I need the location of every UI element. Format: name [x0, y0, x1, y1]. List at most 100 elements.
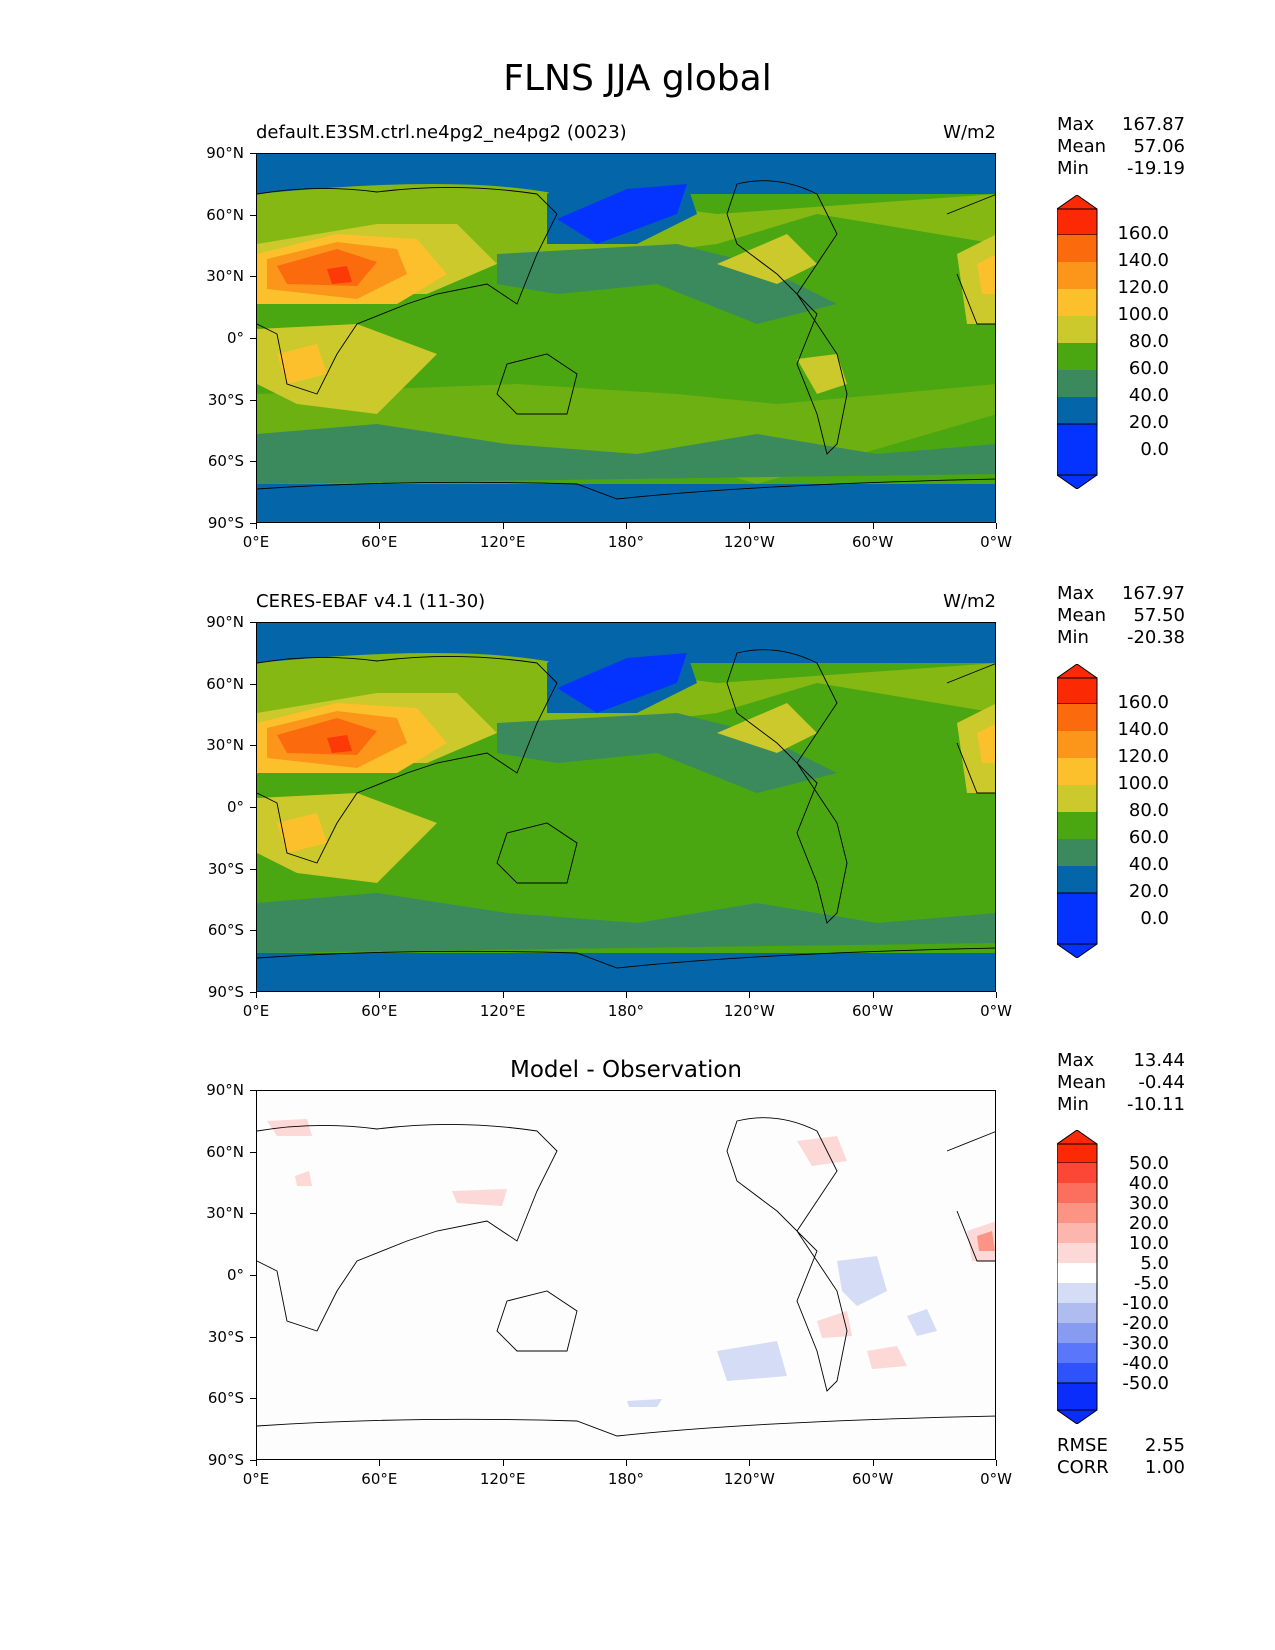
lon-tick-label: 180° — [607, 1470, 645, 1488]
lon-tick — [379, 523, 381, 529]
colorbar-label: 0.0 — [1140, 908, 1169, 929]
lat-tick-label: 0° — [226, 798, 244, 816]
lon-tick-label: 120°E — [479, 1002, 526, 1020]
lat-tick — [250, 523, 256, 524]
colorbar-label: -40.0 — [1122, 1353, 1169, 1374]
lat-tick-label: 90°S — [207, 514, 244, 532]
lon-tick — [996, 992, 997, 998]
lon-tick — [379, 1460, 381, 1466]
lon-tick — [996, 523, 997, 529]
map-ref — [256, 622, 996, 992]
colorbar-label: 80.0 — [1128, 800, 1169, 821]
lon-tick — [502, 992, 504, 998]
lat-tick — [250, 1398, 256, 1400]
lon-tick-label: 0°W — [980, 1470, 1012, 1488]
stats-test: Max 167.87 Mean 57.06 Min -19.19 — [1057, 114, 1185, 180]
lat-tick — [250, 807, 256, 808]
lat-tick-label: 0° — [226, 329, 244, 347]
lat-tick-label: 30°S — [207, 390, 244, 409]
lat-tick — [250, 1336, 256, 1338]
panel-title: default.E3SM.ctrl.ne4pg2_ne4pg2 (0023) — [256, 122, 627, 143]
stat-label: Max — [1057, 583, 1095, 604]
colorbar-swatches — [1056, 194, 1098, 490]
colorbar-label: -20.0 — [1122, 1313, 1169, 1334]
lon-tick — [256, 1460, 257, 1466]
lat-tick — [250, 1460, 256, 1461]
lon-tick — [872, 992, 874, 998]
lon-tick — [502, 523, 504, 529]
stat-value: 167.97 — [1122, 583, 1185, 604]
colorbar-label: 120.0 — [1117, 746, 1169, 767]
stat-value: 57.06 — [1133, 136, 1185, 157]
colorbar-label: 0.0 — [1140, 439, 1169, 460]
lon-tick-label: 120°W — [723, 533, 775, 551]
stats-diff: Max 13.44 Mean -0.44 Min -10.11 — [1057, 1050, 1185, 1116]
lon-tick-label: 120°E — [479, 533, 526, 551]
stat-label: Min — [1057, 158, 1089, 179]
lat-tick-label: 90°S — [207, 1451, 244, 1469]
lon-tick — [996, 1460, 997, 1466]
lat-tick-label: 30°N — [206, 1204, 244, 1223]
colorbar-label: 10.0 — [1128, 1233, 1169, 1254]
lat-tick-label: 60°N — [206, 674, 244, 693]
map-test — [256, 153, 996, 523]
lon-tick — [626, 523, 627, 529]
lat-tick — [250, 153, 256, 154]
lon-tick — [256, 523, 257, 529]
colorbar-label: 40.0 — [1128, 854, 1169, 875]
colorbar-label: 60.0 — [1128, 358, 1169, 379]
colorbar-label: 5.0 — [1140, 1253, 1169, 1274]
lat-tick-label: 60°S — [207, 452, 244, 471]
lon-tick — [502, 1460, 504, 1466]
lon-tick — [872, 1460, 874, 1466]
lon-tick-label: 0°E — [242, 1002, 270, 1020]
lat-tick — [250, 930, 256, 932]
stats-ref: Max 167.97 Mean 57.50 Min -20.38 — [1057, 583, 1185, 649]
colorbar-diff — [1056, 1129, 1102, 1428]
lat-tick — [250, 399, 256, 401]
stat-label: Min — [1057, 627, 1089, 648]
lat-tick-label: 30°S — [207, 1327, 244, 1346]
map-diff — [256, 1090, 996, 1460]
colorbar-label: 160.0 — [1117, 223, 1169, 244]
stat-label: Max — [1057, 114, 1095, 135]
stat-value: -19.19 — [1126, 158, 1185, 179]
lon-tick-label: 60°W — [851, 1470, 894, 1488]
lon-tick — [872, 523, 874, 529]
extra-stats-diff: RMSE 2.55 CORR 1.00 — [1057, 1435, 1185, 1479]
lon-tick — [626, 992, 627, 998]
colorbar-label: 20.0 — [1128, 881, 1169, 902]
colorbar-label: 160.0 — [1117, 692, 1169, 713]
lat-tick — [250, 683, 256, 685]
stat-label: RMSE — [1057, 1435, 1108, 1456]
lat-tick — [250, 1151, 256, 1153]
panel-title: Model - Observation — [509, 1057, 743, 1083]
lat-tick — [250, 745, 256, 747]
colorbar-test — [1056, 194, 1102, 493]
lon-tick-label: 60°E — [361, 533, 398, 551]
lon-tick — [749, 992, 751, 998]
stat-value: -20.38 — [1126, 627, 1185, 648]
lon-tick-label: 0°W — [980, 533, 1012, 551]
lat-tick — [250, 214, 256, 216]
lat-tick — [250, 338, 256, 339]
stat-label: Mean — [1057, 1072, 1107, 1093]
lon-tick-label: 120°W — [723, 1470, 775, 1488]
lon-tick-label: 0°E — [242, 533, 270, 551]
lon-tick-label: 60°W — [851, 1002, 894, 1020]
lat-tick — [250, 622, 256, 623]
lat-tick-label: 90°N — [206, 144, 244, 162]
colorbar-label: -30.0 — [1122, 1333, 1169, 1354]
lat-tick-label: 60°S — [207, 1389, 244, 1408]
lat-tick — [250, 461, 256, 463]
colorbar-swatches — [1056, 663, 1098, 959]
lon-tick-label: 60°E — [361, 1470, 398, 1488]
colorbar-label: 120.0 — [1117, 277, 1169, 298]
units-label: W/m2 — [943, 122, 996, 143]
lat-tick-label: 90°N — [206, 613, 244, 631]
lat-tick-label: 60°N — [206, 205, 244, 224]
lon-tick-label: 120°E — [479, 1470, 526, 1488]
colorbar-label: 140.0 — [1117, 719, 1169, 740]
colorbar-label: 50.0 — [1128, 1153, 1169, 1174]
lon-tick — [749, 523, 751, 529]
